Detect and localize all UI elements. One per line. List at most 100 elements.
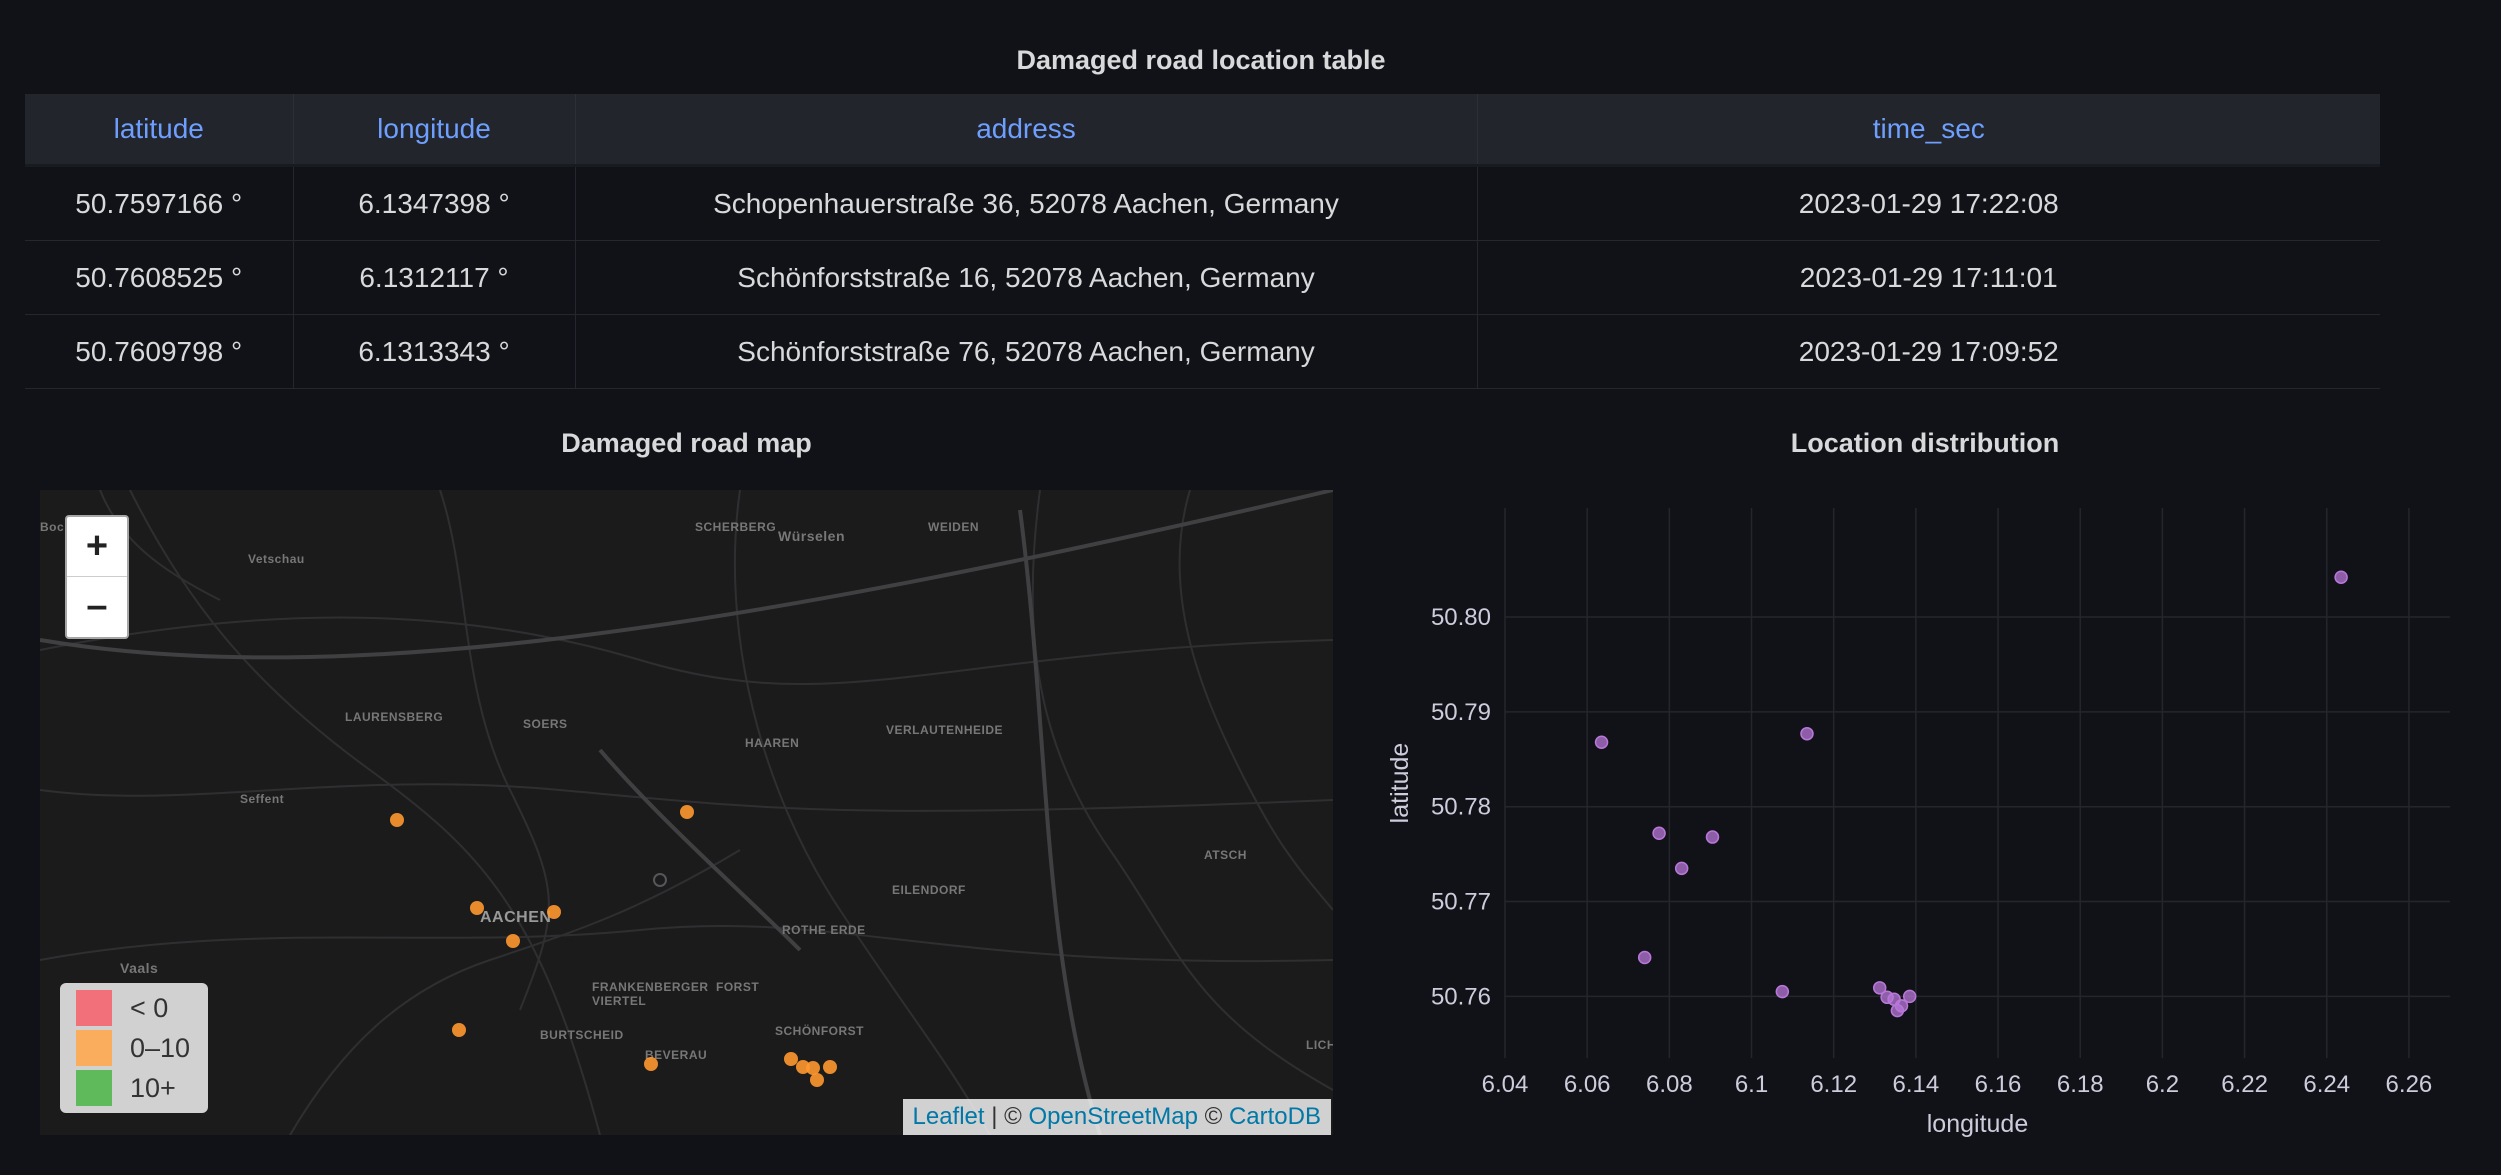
map-panel-title: Damaged road map: [561, 428, 812, 458]
cell-latitude: 50.7597166 °: [25, 165, 294, 241]
damage-marker[interactable]: [680, 805, 694, 819]
damage-marker[interactable]: [784, 1052, 798, 1066]
column-header-time-sec[interactable]: time_sec: [1477, 94, 2380, 167]
column-header-longitude[interactable]: longitude: [293, 94, 576, 167]
attribution-copyright: ©: [1197, 1103, 1229, 1130]
map-label: FORST: [716, 980, 760, 994]
cell-longitude: 6.1347398 °: [293, 165, 576, 241]
zoom-in-button[interactable]: +: [67, 517, 127, 577]
table-header-row: latitude longitude address time_sec: [25, 94, 2380, 167]
scatter-point[interactable]: [1775, 984, 1790, 999]
x-axis-label: longitude: [1927, 1110, 2028, 1138]
x-tick-label: 6.04: [1482, 1071, 1529, 1098]
x-tick-label: 6.12: [1810, 1071, 1857, 1098]
x-tick-label: 6.2: [2146, 1071, 2179, 1098]
legend-label: 10+: [130, 1072, 176, 1103]
map-label: BURTSCHEID: [540, 1028, 624, 1042]
openstreetmap-link[interactable]: OpenStreetMap: [1028, 1103, 1198, 1130]
map-markers: [390, 805, 837, 1087]
map-label: Boc: [40, 520, 65, 534]
cell-latitude: 50.7609798 °: [25, 314, 294, 389]
scatter-point[interactable]: [1652, 826, 1666, 841]
damage-marker[interactable]: [506, 934, 520, 948]
map-label: LICH: [1306, 1038, 1333, 1052]
y-tick-label: 50.76: [1431, 983, 1491, 1010]
map-label: EILENDORF: [892, 883, 966, 897]
scatter-point[interactable]: [2334, 570, 2348, 584]
scatter-points: [1594, 570, 2348, 1018]
x-tick-label: 6.06: [1564, 1071, 1611, 1098]
damage-marker[interactable]: [810, 1073, 824, 1087]
map-label: SCHÖNFORST: [775, 1024, 864, 1038]
map-label: LAURENSBERG: [345, 710, 444, 724]
scatter-point[interactable]: [1902, 989, 1917, 1004]
damage-marker[interactable]: [452, 1023, 466, 1037]
x-tick-label: 6.14: [1893, 1071, 1940, 1098]
cartodb-link[interactable]: CartoDB: [1228, 1103, 1321, 1130]
y-tick-label: 50.77: [1431, 889, 1491, 916]
chart-grid: [1504, 508, 2450, 1058]
damage-marker[interactable]: [470, 901, 484, 915]
map-label: Würselen: [778, 528, 846, 544]
scatter-point[interactable]: [1800, 726, 1814, 741]
cell-time-sec: 2023-01-29 17:22:08: [1477, 165, 2380, 241]
scatter-panel-title: Location distribution: [1790, 428, 2060, 458]
y-tick-label: 50.78: [1431, 794, 1491, 821]
damaged-road-map[interactable]: SCHERBERG Würselen WEIDEN Vetschau LAURE…: [40, 490, 1333, 1135]
scatter-point[interactable]: [1674, 861, 1689, 876]
column-header-address[interactable]: address: [575, 94, 1478, 167]
map-label: HAAREN: [745, 736, 800, 750]
y-tick-label: 50.80: [1431, 604, 1491, 631]
x-tick-label: 6.26: [2386, 1071, 2433, 1098]
map-label: FRANKENBERGER VIERTEL: [592, 980, 709, 1008]
column-header-latitude[interactable]: latitude: [25, 94, 294, 167]
attribution-separator: | ©: [984, 1103, 1029, 1130]
x-tick-label: 6.16: [1975, 1071, 2022, 1098]
map-label: SCHERBERG: [695, 520, 777, 534]
map-label: ROTHE ERDE: [782, 923, 866, 937]
location-table: latitude longitude address time_sec 50.7…: [25, 94, 2380, 389]
map-legend: < 0 0–10 10+: [60, 983, 208, 1113]
zoom-control: + –: [65, 515, 129, 639]
cell-address: Schopenhauerstraße 36, 52078 Aachen, Ger…: [575, 165, 1478, 241]
scatter-point[interactable]: [1637, 950, 1652, 965]
legend-swatch: [76, 1030, 112, 1066]
cell-time-sec: 2023-01-29 17:09:52: [1477, 314, 2380, 389]
map-label: WEIDEN: [928, 520, 979, 534]
scatter-point[interactable]: [1890, 1003, 1905, 1018]
x-axis-ticks: 6.04 6.06 6.08 6.1 6.12 6.14 6.16 6.18 6.2 6.22 6.…: [1482, 1071, 2433, 1098]
cell-longitude: 6.1313343 °: [293, 314, 576, 389]
cell-time-sec: 2023-01-29 17:11:01: [1477, 240, 2380, 315]
scatter-point[interactable]: [1872, 981, 1887, 995]
map-tiles[interactable]: [40, 490, 1333, 1135]
map-attribution: Leaflet | © OpenStreetMap © CartoDB: [902, 1099, 1331, 1135]
legend-item: 10+: [76, 1069, 176, 1107]
table-row: 50.7608525 ° 6.1312117 ° Schönforststraß…: [25, 240, 2380, 315]
map-label: VERLAUTENHEIDE: [886, 723, 1004, 737]
damage-marker[interactable]: [806, 1061, 820, 1075]
legend-swatch: [76, 1070, 112, 1106]
x-tick-label: 6.1: [1735, 1071, 1768, 1098]
legend-swatch: [76, 990, 112, 1026]
x-tick-label: 6.18: [2057, 1071, 2104, 1098]
scatter-point[interactable]: [1594, 735, 1609, 749]
leaflet-link[interactable]: Leaflet: [912, 1103, 985, 1130]
map-label: BEVERAU: [645, 1048, 708, 1062]
scatter-point[interactable]: [1705, 830, 1720, 844]
map-label: Vaals: [120, 960, 159, 976]
x-tick-label: 6.24: [2303, 1071, 2350, 1098]
damage-marker[interactable]: [547, 905, 561, 919]
map-label: ATSCH: [1204, 848, 1247, 862]
damage-marker[interactable]: [823, 1060, 837, 1074]
y-tick-label: 50.79: [1431, 699, 1491, 726]
legend-item: < 0: [76, 989, 168, 1027]
zoom-out-button[interactable]: –: [86, 585, 108, 627]
y-axis-label: latitude: [1386, 743, 1414, 824]
y-axis-ticks: 50.76 50.77 50.78 50.79 50.80: [1431, 604, 1491, 1010]
map-label: SOERS: [523, 717, 568, 731]
legend-item: 0–10: [76, 1029, 190, 1067]
damage-marker[interactable]: [390, 813, 404, 827]
damage-marker[interactable]: [644, 1057, 658, 1071]
location-table-panel: latitude longitude address time_sec 50.7…: [25, 94, 2380, 389]
